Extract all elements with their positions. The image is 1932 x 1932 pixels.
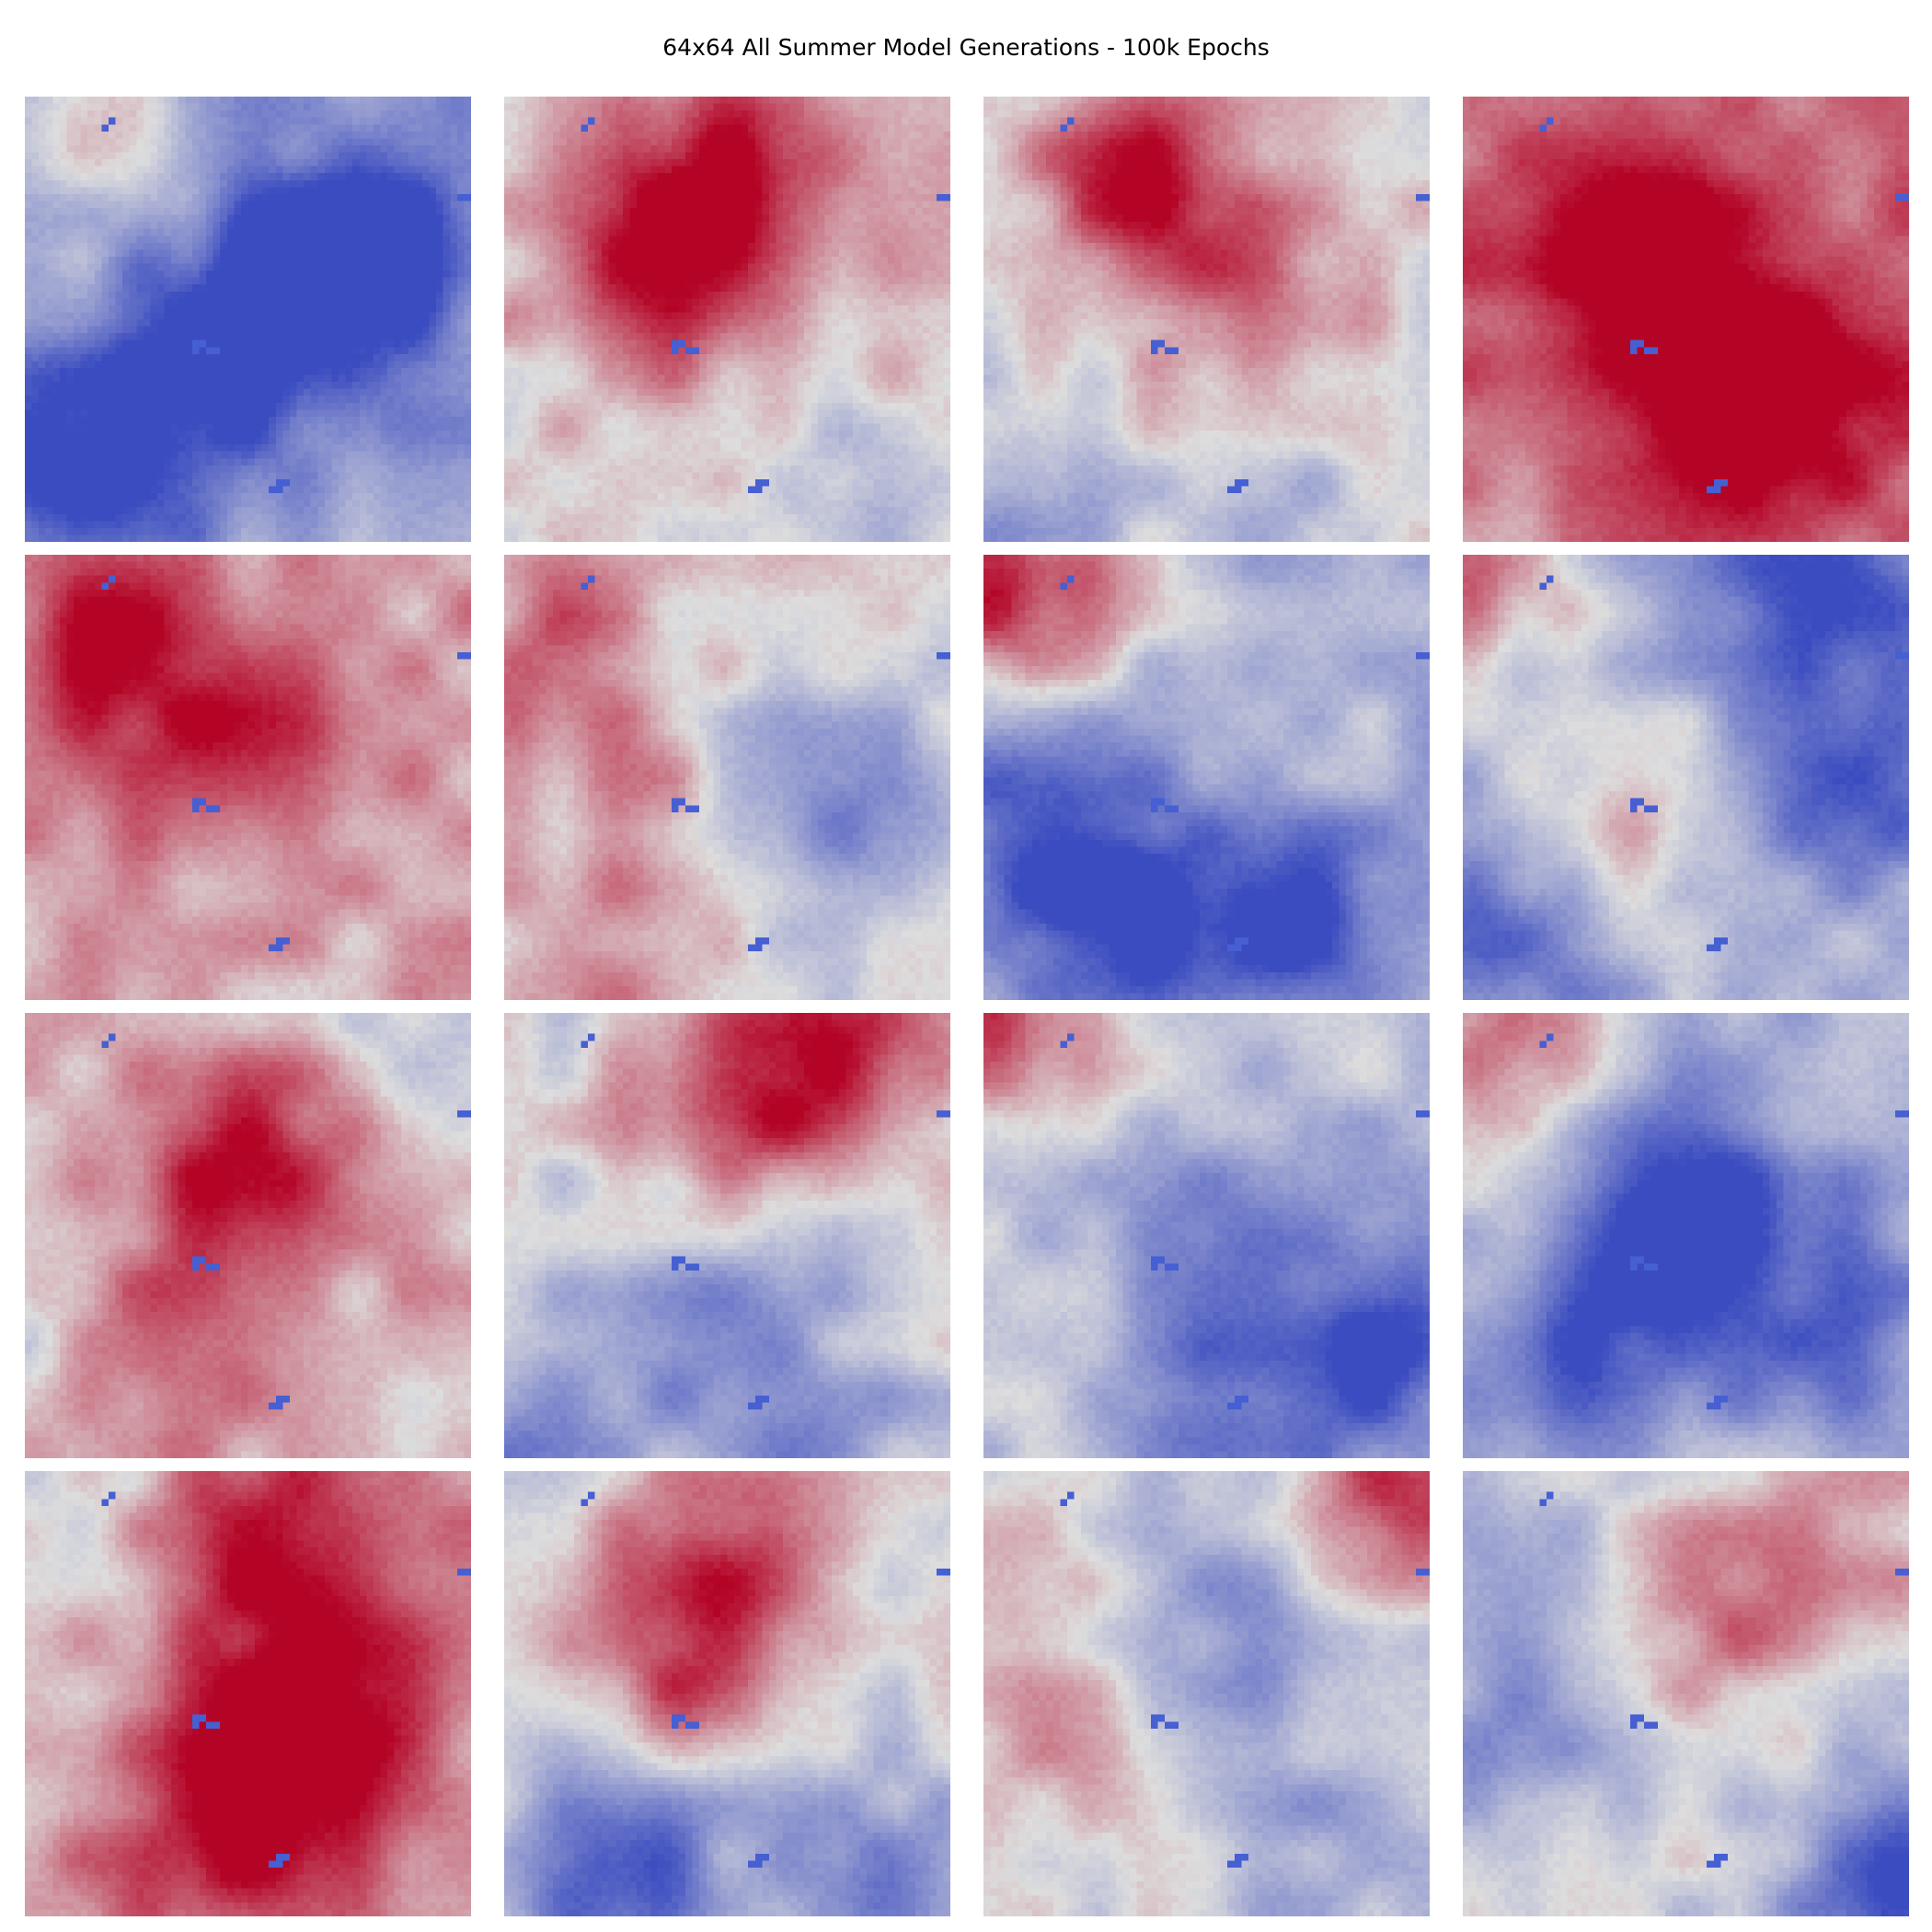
heatmap-panel-r3-c4 [1463, 1013, 1909, 1458]
heatmap-panel-r1-c3 [983, 97, 1430, 542]
figure-title: 64x64 All Summer Model Generations - 100… [662, 34, 1270, 61]
heatmap-panel-r2-c4 [1463, 555, 1909, 1000]
heatmap-panel-r2-c2 [504, 555, 950, 1000]
heatmap-panel-r4-c4 [1463, 1471, 1909, 1916]
heatmap-panel-r2-c1 [25, 555, 471, 1000]
heatmap-panel-r4-c1 [25, 1471, 471, 1916]
heatmap-panel-r1-c4 [1463, 97, 1909, 542]
heatmap-panel-r2-c3 [983, 555, 1430, 1000]
heatmap-panel-r3-c3 [983, 1013, 1430, 1458]
heatmap-panel-r1-c2 [504, 97, 950, 542]
heatmap-panel-r4-c3 [983, 1471, 1430, 1916]
heatmap-grid [25, 97, 1909, 1918]
heatmap-panel-r4-c2 [504, 1471, 950, 1916]
heatmap-panel-r3-c2 [504, 1013, 950, 1458]
heatmap-panel-r1-c1 [25, 97, 471, 542]
heatmap-panel-r3-c1 [25, 1013, 471, 1458]
